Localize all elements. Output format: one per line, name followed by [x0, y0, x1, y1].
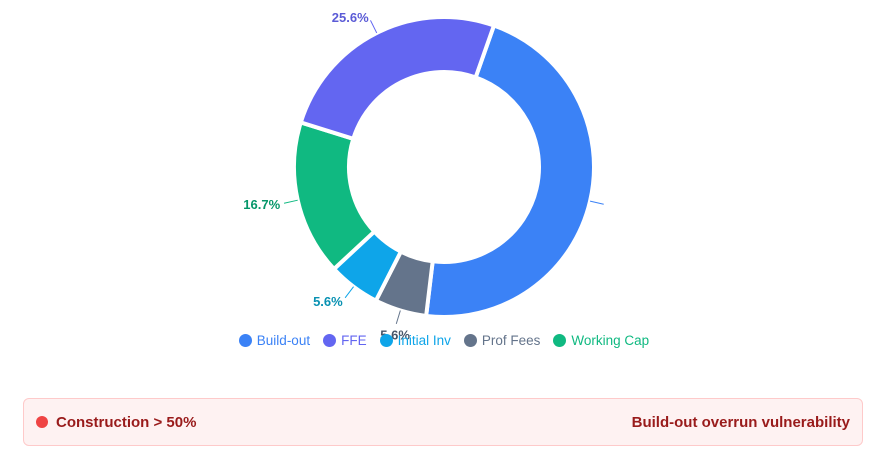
alert-dot-icon	[36, 416, 48, 428]
legend-label-initial-inv: Initial Inv	[397, 333, 451, 348]
alert-condition: Construction > 50%	[56, 413, 197, 431]
legend-label-prof-fees: Prof Fees	[481, 333, 541, 348]
leader-line-initial-inv	[344, 286, 354, 299]
legend-label-working-cap: Working Cap	[571, 333, 650, 348]
legend-item-prof-fees[interactable]: Prof Fees	[463, 333, 541, 348]
slice-build-out[interactable]	[424, 23, 596, 319]
alert-message: Build-out overrun vulnerability	[631, 413, 850, 431]
slice-label-ffe: 25.6%	[332, 10, 369, 25]
legend-swatch-build-out	[238, 334, 252, 347]
legend-label-ffe: FFE	[341, 333, 367, 348]
legend-swatch-ffe	[323, 334, 337, 347]
leader-line-ffe	[370, 20, 378, 34]
alert-condition-group: Construction > 50%	[36, 414, 196, 431]
donut-chart-svg: 5.6%5.6%16.7%25.6%	[243, 10, 604, 343]
legend-swatch-prof-fees	[463, 334, 477, 347]
donut-chart: 5.6% 5.6% 16.7% 25.6%	[243, 10, 604, 343]
slice-label-initial-inv: 5.6%	[313, 294, 343, 309]
legend-item-ffe[interactable]: FFE	[323, 333, 367, 348]
legend-label-build-out: Build-out	[256, 333, 311, 348]
chart-legend: Build-out FFE Initial Inv Prof Fees Work…	[0, 333, 888, 348]
leader-line-prof-fees	[395, 310, 401, 325]
leader-line-working-cap	[283, 199, 298, 204]
slice-ffe[interactable]	[298, 15, 496, 141]
legend-swatch-working-cap	[553, 334, 567, 347]
legend-item-build-out[interactable]: Build-out	[238, 333, 311, 348]
risk-alert: Construction > 50% Build-out overrun vul…	[23, 398, 863, 446]
leader-line-build-out	[589, 200, 604, 205]
legend-item-initial-inv[interactable]: Initial Inv	[379, 333, 451, 348]
slice-label-working-cap: 16.7%	[243, 197, 280, 212]
legend-item-working-cap[interactable]: Working Cap	[553, 333, 649, 348]
legend-swatch-initial-inv	[379, 334, 393, 347]
